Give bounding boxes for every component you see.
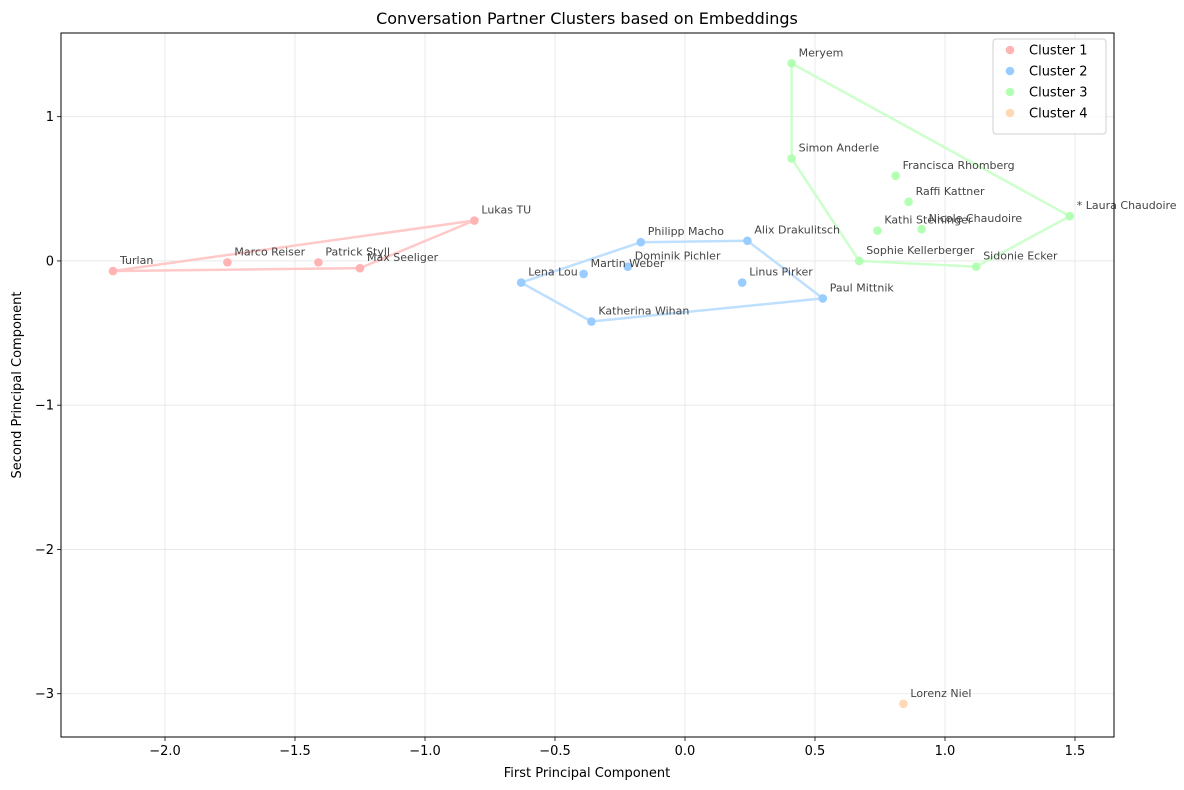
point-label: Turlan: [119, 254, 153, 267]
data-point: [787, 58, 796, 68]
data-point: [891, 171, 900, 181]
point-label: Francisca Rhomberg: [903, 159, 1015, 172]
data-point: [108, 266, 118, 276]
x-tick-label: 0.0: [675, 744, 696, 759]
legend-entry: Cluster 3: [1029, 86, 1088, 101]
x-axis-ticks: −2.0 −1.5 −1.0 −0.5 0.0 0.5 1.0 1.5: [149, 737, 1085, 759]
cluster-1-hull: [112, 219, 476, 273]
data-point: [899, 699, 908, 709]
y-tick-label: −2: [35, 543, 54, 558]
x-tick-label: −1.5: [279, 744, 311, 759]
legend-marker: [1005, 45, 1015, 55]
legend-entry: Cluster 1: [1029, 44, 1088, 59]
point-label: Philipp Macho: [648, 225, 724, 238]
x-tick-label: 0.5: [805, 744, 826, 759]
x-axis-label: First Principal Component: [504, 766, 671, 781]
point-label: * Laura Chaudoire: [1077, 199, 1177, 212]
data-point: [623, 262, 633, 272]
grid: [61, 33, 1114, 737]
data-point: [873, 226, 882, 235]
x-tick-label: −0.5: [539, 744, 571, 759]
y-axis-ticks: −3 −2 −1 0 1: [35, 110, 61, 702]
y-tick-label: 0: [46, 254, 54, 269]
data-point: [579, 269, 588, 279]
point-label: Max Seeliger: [367, 251, 439, 264]
point-label: Martin Weber: [591, 257, 665, 270]
data-point: [818, 294, 828, 303]
data-point: [917, 224, 926, 234]
y-axis-label: Second Principal Component: [10, 292, 25, 479]
point-label: Meryem: [799, 46, 844, 59]
x-tick-label: 1.5: [1065, 744, 1086, 759]
legend-marker: [1005, 66, 1015, 76]
cluster-3-hull: [790, 62, 1072, 268]
data-point: [854, 256, 864, 266]
data-points: [108, 58, 1075, 709]
point-label: Paul Mittnik: [830, 281, 895, 294]
point-label: Kathi Steininger: [884, 214, 972, 227]
legend-marker: [1005, 108, 1015, 118]
legend-marker: [1005, 87, 1015, 97]
point-label: Lukas TU: [481, 204, 531, 217]
data-point: [737, 278, 747, 287]
point-label: Marco Reiser: [234, 245, 305, 258]
point-label: Katherina Wihan: [598, 305, 689, 318]
data-point: [787, 154, 796, 163]
point-label: Lorenz Niel: [910, 687, 971, 700]
data-point: [904, 197, 913, 207]
point-label: Raffi Kattner: [916, 185, 985, 198]
data-point: [470, 216, 479, 225]
y-tick-label: −3: [35, 687, 54, 702]
legend-box: [992, 38, 1107, 135]
plot-frame: [60, 32, 1115, 738]
cluster-hulls: [112, 62, 1072, 323]
point-label: Lena Lou: [528, 266, 578, 279]
data-point: [223, 258, 232, 267]
x-tick-label: 1.0: [935, 744, 956, 759]
chart-title: Conversation Partner Clusters based on E…: [376, 9, 798, 28]
point-label: Sidonie Ecker: [983, 250, 1058, 263]
point-label: Simon Anderle: [799, 142, 880, 155]
legend-entry: Cluster 2: [1029, 65, 1088, 80]
data-point: [587, 317, 596, 326]
data-point: [971, 262, 981, 272]
data-point: [1065, 211, 1075, 221]
point-label: Alix Drakulitsch: [754, 224, 840, 237]
point-label: Sophie Kellerberger: [866, 244, 975, 257]
x-tick-label: −1.0: [409, 744, 441, 759]
point-label: Linus Pirker: [749, 266, 813, 279]
data-point: [516, 278, 526, 287]
y-tick-label: 1: [46, 110, 54, 125]
point-label: Patrick Styll: [325, 245, 390, 258]
point-label: Nicole Chaudoire: [929, 212, 1023, 225]
x-tick-label: −2.0: [149, 744, 181, 759]
point-label: Dominik Pichler: [635, 250, 721, 263]
legend-entry: Cluster 4: [1029, 107, 1088, 122]
data-point: [743, 236, 752, 246]
y-tick-label: −1: [35, 399, 54, 414]
legend: Cluster 1 Cluster 2 Cluster 3 Cluster 4: [992, 38, 1107, 135]
cluster-2-hull: [520, 239, 825, 323]
data-point: [355, 263, 365, 273]
data-point: [314, 258, 323, 267]
data-point: [636, 237, 646, 247]
